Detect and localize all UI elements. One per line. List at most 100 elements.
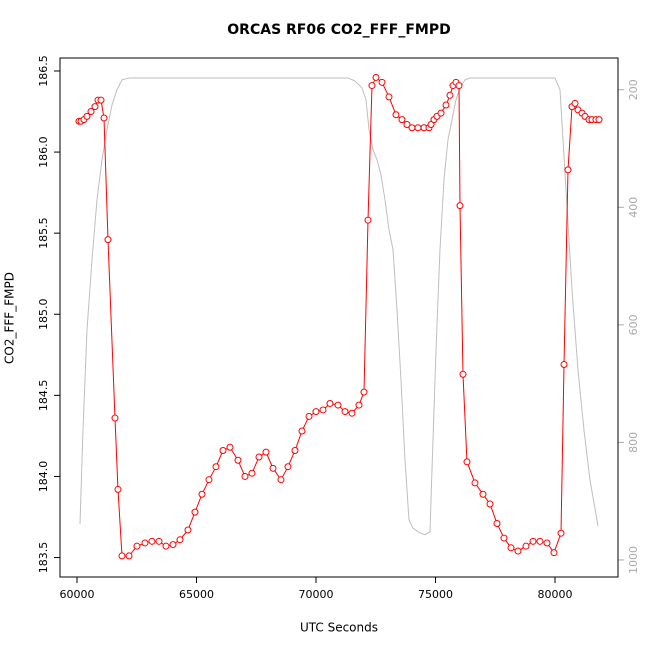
data-point [403,120,411,128]
data-point [372,73,380,81]
data-point [319,406,327,414]
data-point [169,541,177,549]
data-point [427,120,435,128]
data-point [398,116,406,124]
data-point [262,448,270,456]
y-tick-label: 186.5 [37,55,50,87]
data-point [234,456,242,464]
data-point [118,552,126,560]
data-point [392,111,400,119]
data-point [486,500,494,508]
data-point [104,236,112,244]
data-point [248,469,256,477]
series-line [79,77,599,536]
data-point [446,91,454,99]
x-tick-label: 65000 [179,588,214,601]
y-tick-label: 184.0 [37,461,50,493]
data-point [255,453,263,461]
data-point [595,116,603,124]
data-point [385,93,393,101]
data-point [212,463,220,471]
data-point [493,519,501,527]
data-point [368,82,376,90]
data-point [269,464,277,472]
y2-tick-label: 600 [627,314,640,335]
data-point [148,537,156,545]
y2-tick-label: 200 [627,79,640,100]
data-point [176,536,184,544]
data-point [205,476,213,484]
data-point [514,547,522,555]
data-point [91,103,99,111]
data-point [162,542,170,550]
y2-tick-label: 800 [627,432,640,453]
data-point [305,412,313,420]
data-point [471,479,479,487]
y-tick-label: 184.5 [37,380,50,412]
data-point [114,485,122,493]
data-point [364,216,372,224]
x-tick-label: 75000 [418,588,453,601]
data-point [355,401,363,409]
data-point [442,101,450,109]
data-point [141,539,149,547]
data-point [341,408,349,416]
data-point [550,549,558,557]
data-point [536,537,544,545]
data-point [560,361,568,369]
data-point [125,552,133,560]
data-point [414,124,422,132]
data-point [479,490,487,498]
data-point [500,534,508,542]
data-point [184,526,192,534]
data-point [277,476,285,484]
data-point [529,537,537,545]
data-point [83,112,91,120]
data-point [455,82,463,90]
data-point [360,388,368,396]
data-point [241,472,249,480]
data-point [437,109,445,117]
data-point [298,427,306,435]
y2-tick-label: 400 [627,197,640,218]
data-point [219,446,227,454]
data-point [133,542,141,550]
data-point [459,370,467,378]
x-axis-label: UTC Seconds [300,621,378,635]
data-point [312,408,320,416]
data-point [100,114,108,122]
y2-tick-label: 1000 [627,546,640,574]
data-point [226,443,234,451]
data-point [284,463,292,471]
data-point [463,458,471,466]
chart-title: ORCAS RF06 CO2_FFF_FMPD [227,22,450,38]
y-tick-label: 183.5 [37,542,50,574]
data-point [191,508,199,516]
data-point [507,544,515,552]
data-point [378,78,386,86]
data-point [571,99,579,107]
data-point [456,202,464,210]
data-point [408,124,416,132]
x-tick-label: 60000 [59,588,94,601]
data-point [111,414,119,422]
y-tick-label: 186.0 [37,136,50,168]
data-point [543,539,551,547]
data-point [522,542,530,550]
data-point [348,409,356,417]
data-point [87,108,95,116]
data-point [198,490,206,498]
data-point [564,166,572,174]
data-point [557,529,565,537]
y-axis-label: CO2_FFF_FMPD [3,272,17,364]
data-point [326,399,334,407]
data-point [97,96,105,104]
data-point [291,446,299,454]
y-tick-label: 185.0 [37,299,50,331]
data-point [155,537,163,545]
data-point [334,401,342,409]
x-tick-label: 70000 [298,588,333,601]
x-tick-label: 80000 [537,588,572,601]
y-tick-label: 185.5 [37,217,50,249]
